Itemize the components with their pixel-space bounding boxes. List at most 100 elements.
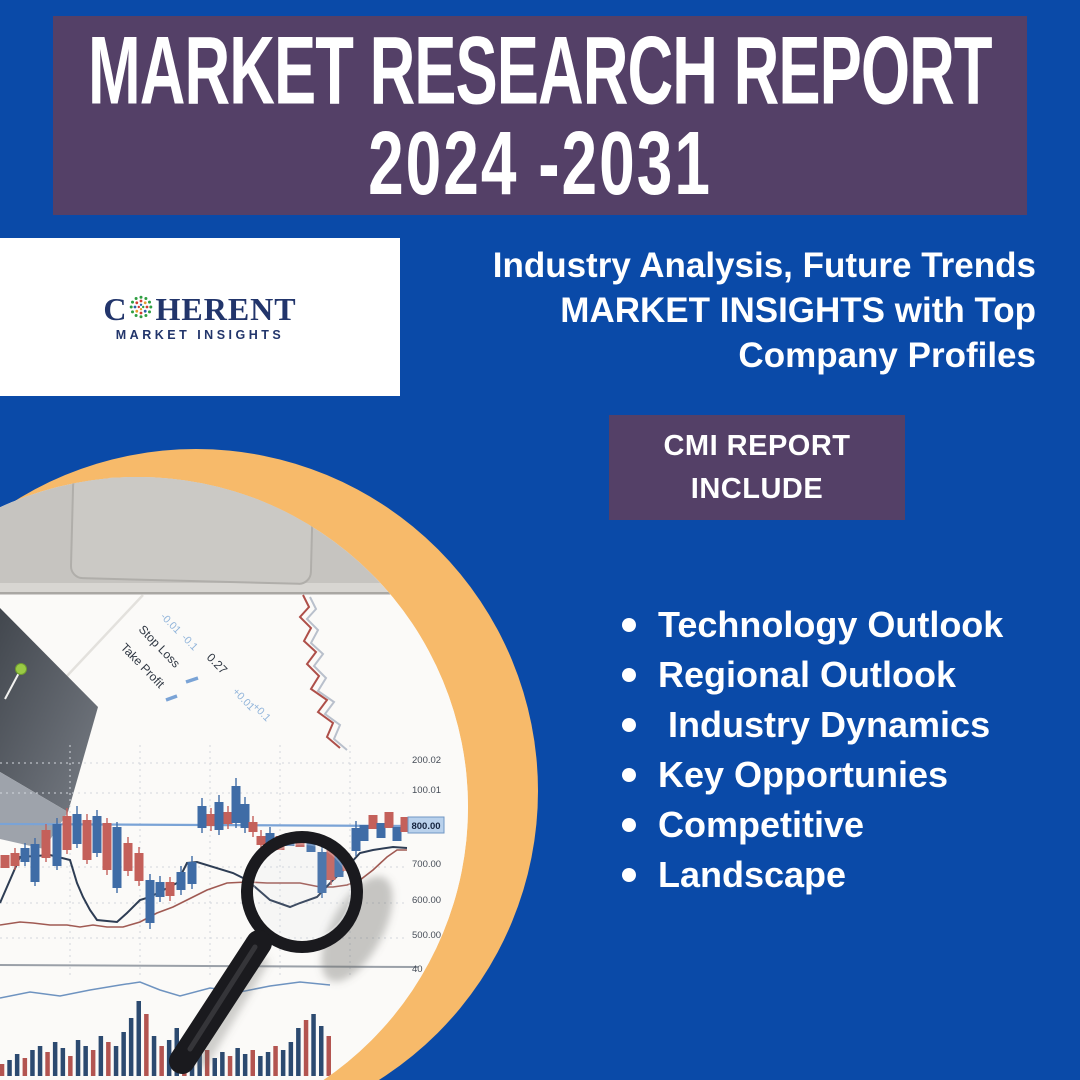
volume-bar [144,1014,149,1076]
volume-bar [273,1046,278,1076]
candle-body [30,844,40,882]
report-includes-list: Technology Outlook Regional Outlook Indu… [622,600,1003,900]
triangle-ruler [0,608,98,849]
candle-body [72,814,82,844]
volume-bar [22,1058,28,1076]
volume-bar [37,1046,43,1076]
volume-bar [90,1050,96,1076]
title-years: 2024 -2031 [368,112,712,213]
list-item: Key Opportunies [622,750,1003,800]
volume-bar [136,1001,141,1076]
photo-scene: 200.02100.01700.00600.00500.0040800.00-0… [0,477,468,1080]
list-item: Regional Outlook [622,650,1003,700]
candle-body [326,850,336,880]
candle-body [400,817,410,832]
volume-bar [311,1014,316,1076]
candle-body [334,853,344,877]
price-tag-label: 800.00 [411,821,440,832]
volume-bar [151,1036,157,1076]
chart-separator [0,963,419,968]
squiggle-line-chart [298,594,348,751]
bullet-icon [622,818,636,832]
subtitle-line: Company Profiles [738,336,1036,375]
list-item-label: Technology Outlook [658,604,1004,645]
volume-bar [0,1064,5,1076]
trading-desk-photo: 200.02 100.01 700.00 600.00 500.00 40 800.00 -0… [0,477,468,1080]
volume-bar [220,1052,225,1076]
candle-body [359,825,369,841]
candle-body [240,804,250,828]
volume-bar [52,1042,58,1076]
list-item-label: Regional Outlook [658,654,957,695]
volume-bar [128,1018,134,1076]
volume-bar [258,1056,263,1076]
brand-logo: C [103,293,296,325]
volume-bar [7,1060,12,1076]
volume-bar [68,1056,73,1076]
volume-bar [235,1048,240,1076]
volume-bar [159,1046,164,1076]
logo-letter-c: C [103,290,128,327]
candle-body [92,816,102,853]
candle-body [368,815,378,829]
candle-body [248,822,258,832]
candle-body [176,872,186,890]
candle-body [123,843,133,871]
volume-bar [227,1056,233,1076]
candle-body [256,836,266,845]
laptop [0,477,468,595]
volume-bar [75,1040,81,1076]
candle-body [306,840,316,852]
price-tag-box [407,816,445,834]
subtitle-line: MARKET INSIGHTS with Top [560,291,1036,330]
axis-label: 700.00 [412,859,441,870]
bullet-icon [622,718,636,732]
candle-body [0,855,10,868]
candle-body [145,880,155,923]
logo-letters-rest: HERENT [155,290,297,327]
candle-body [41,830,51,858]
logo-subtitle: MARKET INSIGHTS [115,327,285,342]
volume-bar [166,1040,172,1076]
bullet-icon [622,768,636,782]
candle-body [197,806,207,828]
volume-bar [113,1046,119,1076]
candle-body [351,828,361,851]
axis-label: 40 [412,964,423,975]
candle-body [52,824,62,866]
axis-label: 600.00 [412,895,441,906]
candle-body [155,882,165,897]
laptop-trackpad [69,477,315,585]
volume-bar [265,1052,271,1076]
volume-bar [83,1046,88,1076]
volume-bar [30,1050,35,1076]
volume-bar [326,1036,331,1076]
volume-bar [250,1050,255,1076]
candle-body [214,802,224,830]
volume-bar [60,1048,66,1076]
volume-line [0,981,331,999]
volume-bar [242,1054,248,1076]
volume-bar [288,1042,294,1076]
cmi-box-line2: INCLUDE [690,472,824,505]
candle-body [206,814,216,826]
volume-bar [296,1028,301,1076]
candle-body [10,853,20,866]
list-item: Industry Dynamics [622,700,1003,750]
logo-dotted-globe-icon [128,293,154,325]
lens-handle [169,930,272,1074]
candle-body [223,812,233,824]
list-item-label: Competitive [658,804,865,845]
volume-bar [121,1032,126,1076]
bullet-icon [622,668,636,682]
lens-shadow [321,876,393,982]
axis-label: 200.02 [412,755,441,766]
candle-body [231,786,241,823]
volume-bar [280,1050,286,1076]
subtitle-line: Industry Analysis, Future Trends [492,246,1036,285]
volume-bar [45,1052,50,1076]
volume-bar [14,1054,20,1076]
cmi-box-line1: CMI REPORT [663,429,851,462]
list-item-label: Key Opportunies [658,754,949,795]
